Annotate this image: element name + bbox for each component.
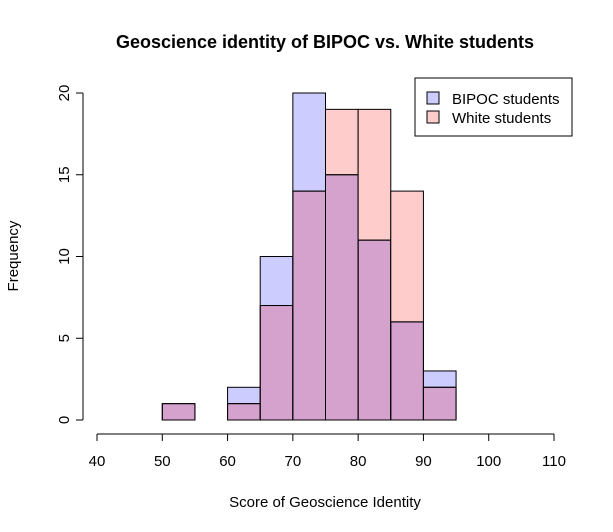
x-tick-label-90: 90 [415,453,432,470]
bar-excess-60-65 [227,387,261,404]
bar-overlap-85-90 [390,321,424,420]
bar-excess-90-95 [423,370,457,388]
bar-overlap-70-75 [292,191,326,420]
bar-excess-75-80 [325,109,359,175]
legend-label-white: White students [452,110,551,127]
y-axis-label: Frequency [5,220,22,291]
y-tick-label-10: 10 [56,248,73,265]
x-tick-label-100: 100 [476,453,501,470]
y-axis: 0 5 10 15 20 [56,85,84,424]
y-tick-label-20: 20 [56,85,73,102]
legend: BIPOC students White students [414,77,573,137]
chart-title: Geoscience identity of BIPOC vs. White s… [116,32,534,52]
x-tick-label-80: 80 [350,453,367,470]
y-tick-label-0: 0 [56,416,73,424]
x-axis: 40 50 60 70 80 90 100 110 [89,433,566,470]
x-tick-label-110: 110 [542,453,566,470]
x-tick-label-70: 70 [285,453,302,470]
bar-outline-white-85-90 [390,190,424,421]
y-tick-label-15: 15 [56,166,73,183]
bar-overlap-80-85 [358,240,391,420]
x-tick-label-60: 60 [219,453,236,470]
x-axis-label: Score of Geoscience Identity [229,494,421,511]
legend-swatch-white [426,110,440,124]
bar-overlap-90-95 [423,387,457,420]
bar-overlap-65-70 [260,305,293,420]
y-tick-label-5: 5 [56,334,73,342]
bar-excess-70-75 [292,93,326,192]
bar-overlap-60-65 [227,403,261,420]
bar-excess-65-70 [260,256,293,306]
x-tick-label-40: 40 [89,453,106,470]
bar-outline-white-50-55 [161,403,196,421]
bars-group [161,92,457,421]
x-tick-label-50: 50 [154,453,171,470]
legend-box [414,77,573,137]
legend-swatch-bipoc [426,91,440,105]
bar-overlap-50-55 [162,403,195,420]
bar-overlap-75-80 [325,174,359,420]
legend-label-bipoc: BIPOC students [452,91,560,108]
bar-excess-80-85 [358,109,391,241]
bar-excess-85-90 [390,191,424,322]
